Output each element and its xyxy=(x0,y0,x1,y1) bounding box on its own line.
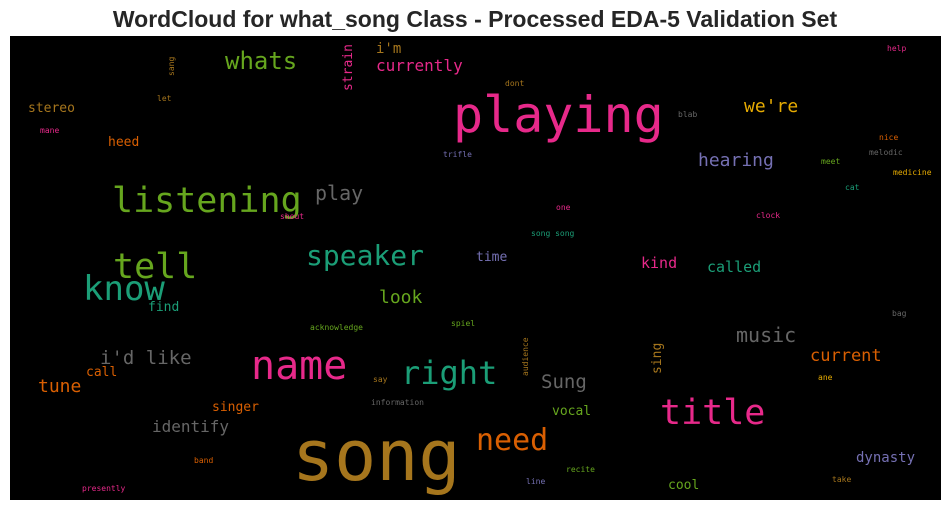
word-singer: singer xyxy=(212,400,259,415)
word-dynasty: dynasty xyxy=(856,450,915,466)
word-recite: recite xyxy=(566,465,595,474)
word-play: play xyxy=(315,181,363,205)
word-listening: listening xyxy=(112,181,302,221)
word-know: know xyxy=(83,269,165,309)
word-audience: audience xyxy=(521,337,530,376)
word-let: let xyxy=(157,94,172,103)
word-clock: clock xyxy=(756,211,780,220)
word-hearing: hearing xyxy=(698,150,774,171)
word-presently: presently xyxy=(82,484,126,493)
word-spiel: spiel xyxy=(451,319,475,328)
word-cool: cool xyxy=(668,478,699,493)
wordcloud-canvas: song playing name title listening tell know rig… xyxy=(10,36,941,500)
chart-title: WordCloud for what_song Class - Processe… xyxy=(112,6,838,32)
word-one: one xyxy=(556,203,571,212)
word-dont: dont xyxy=(505,79,524,88)
word-playing: playing xyxy=(453,86,664,144)
word-time: time xyxy=(476,250,507,265)
word-strain: strain xyxy=(341,44,356,91)
word-information: information xyxy=(371,398,424,407)
word-band: band xyxy=(194,456,213,465)
word-called: called xyxy=(707,258,761,276)
word-i-m: i'm xyxy=(376,41,401,57)
word-sung: Sung xyxy=(541,371,587,393)
word-tune: tune xyxy=(38,376,81,397)
word-vocal: vocal xyxy=(552,404,591,419)
word-blab: blab xyxy=(678,110,697,119)
word-meet: meet xyxy=(821,157,840,166)
word-find: find xyxy=(148,300,179,315)
word-speaker: speaker xyxy=(306,239,424,272)
word-sang: sang xyxy=(167,57,176,76)
word-we-re: we're xyxy=(744,96,798,117)
word-heed: heed xyxy=(108,135,139,150)
word-currently: currently xyxy=(376,56,463,75)
word-identify: identify xyxy=(152,417,229,436)
word-song: song xyxy=(292,415,461,497)
word-melodic: melodic xyxy=(869,148,903,157)
word-tell: tell xyxy=(113,247,197,287)
word-acknowledge: acknowledge xyxy=(310,323,363,332)
word-kind: kind xyxy=(641,254,677,272)
word-bag: bag xyxy=(892,309,907,318)
word-ane: ane xyxy=(818,373,833,382)
word-take: take xyxy=(832,475,851,484)
word-sing: sing xyxy=(650,343,665,374)
word-look: look xyxy=(379,287,423,308)
word-song-song: song song xyxy=(531,229,575,238)
word-title: title xyxy=(660,393,765,433)
word-mane: mane xyxy=(40,126,59,135)
word-current: current xyxy=(810,346,882,366)
word-nice: nice xyxy=(879,133,898,142)
word-cat: cat xyxy=(845,183,860,192)
word-whats: whats xyxy=(225,47,297,75)
word-shout: shout xyxy=(280,212,304,221)
word-help: help xyxy=(887,44,906,53)
word-line: line xyxy=(526,477,545,486)
word-music: music xyxy=(736,323,796,347)
word-trifle: trifle xyxy=(443,150,472,159)
word-need: need xyxy=(476,423,548,458)
word-name: name xyxy=(251,343,347,389)
word-stereo: stereo xyxy=(28,101,75,116)
word-call: call xyxy=(86,365,117,380)
word-right: right xyxy=(401,354,497,392)
word-say: say xyxy=(373,375,388,384)
word-medicine: medicine xyxy=(893,168,932,177)
word-i-d-like: i'd like xyxy=(100,347,192,369)
